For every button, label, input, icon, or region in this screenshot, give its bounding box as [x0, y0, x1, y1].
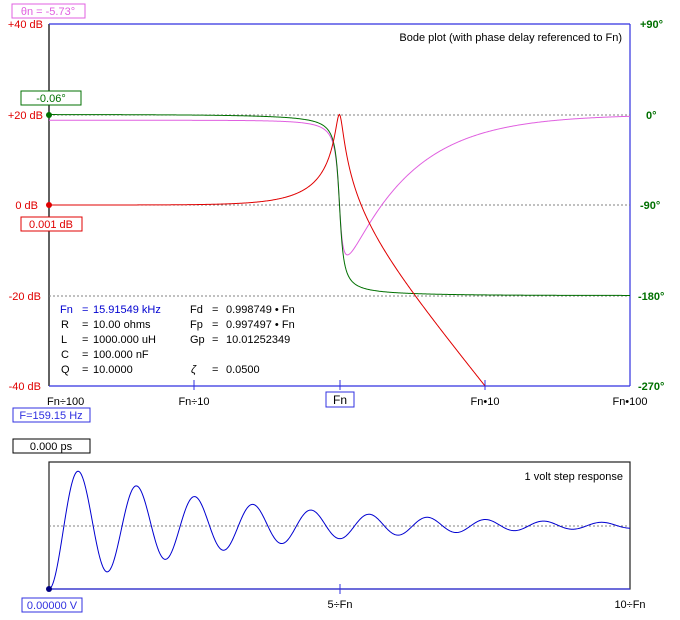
step-response-series-line	[48, 470, 631, 590]
phase-delay-readout-box	[11, 3, 86, 19]
phase-delay-readout: θn = -5.73°	[21, 6, 75, 18]
bode-left-tick-minus40: -40 dB	[9, 381, 41, 393]
bode-title: Bode plot (with phase delay referenced t…	[399, 32, 622, 44]
param-r-key: R	[61, 319, 69, 331]
bode-x-tick-fn-times-10: Fn•10	[471, 396, 500, 408]
step-value-readout: 0.00000 V	[27, 600, 78, 612]
bode-left-tick-plus20: +20 dB	[8, 110, 43, 122]
param-fn-key: Fn	[60, 304, 73, 316]
param-zeta-key: ζ	[191, 364, 197, 376]
bode-phase-series-line	[49, 114, 630, 296]
param-q-key: Q	[61, 364, 70, 376]
bode-left-tick-0: 0 dB	[15, 200, 38, 212]
param-fd-eq: =	[212, 304, 218, 316]
param-fn-value: 15.91549 kHz	[93, 304, 161, 316]
step-title: 1 volt step response	[525, 471, 623, 483]
step-x-tick-10-over-fn: 10÷Fn	[614, 599, 645, 611]
bode-right-tick-plus90: +90°	[640, 19, 663, 31]
bode-magnitude-cursor-dot[interactable]	[46, 202, 52, 208]
param-l-eq: =	[82, 334, 88, 346]
bode-left-tick-plus40: +40 dB	[8, 19, 43, 31]
param-fd-value: 0.998749 • Fn	[226, 304, 295, 316]
bode-right-tick-minus180: -180°	[638, 291, 664, 303]
param-r-value: 10.00 ohms	[93, 319, 151, 331]
step-time-readout: 0.000 ps	[30, 441, 73, 453]
step-x-tick-5-over-fn: 5÷Fn	[328, 599, 353, 611]
step-cursor-dot[interactable]	[46, 586, 52, 592]
param-c-eq: =	[82, 349, 88, 361]
param-c-value: 100.000 nF	[93, 349, 149, 361]
bode-right-tick-0: 0°	[646, 110, 657, 122]
param-c-key: C	[61, 349, 69, 361]
step-value-readout-box	[21, 597, 83, 613]
bode-x-tick-fn-times-100: Fn•100	[612, 396, 647, 408]
frequency-readout-box	[12, 407, 91, 423]
param-gp-key: Gp	[190, 334, 205, 346]
param-q-value: 10.0000	[93, 364, 133, 376]
bode-x-tick-fn-div-100: Fn÷100	[47, 396, 84, 408]
param-l-key: L	[61, 334, 67, 346]
param-fp-value: 0.997497 • Fn	[226, 319, 295, 331]
bode-x-tick-fn-box[interactable]	[325, 391, 355, 408]
param-gp-value: 10.01252349	[226, 334, 290, 346]
bode-x-tick-fn: Fn	[333, 393, 347, 407]
bode-right-tick-minus90: -90°	[640, 200, 660, 212]
bode-right-tick-minus270: -270°	[638, 381, 664, 393]
param-fd-key: Fd	[190, 304, 203, 316]
magnitude-readout-box	[20, 216, 83, 232]
frequency-readout: F=159.15 Hz	[19, 410, 82, 422]
bode-magnitude-series-line	[49, 113, 486, 386]
phase-readout: -0.06°	[36, 93, 65, 105]
phase-readout-box	[20, 90, 82, 106]
param-gp-eq: =	[212, 334, 218, 346]
param-fp-eq: =	[212, 319, 218, 331]
param-fn-eq: =	[82, 304, 88, 316]
bode-x-tick-fn-div-10: Fn÷10	[178, 396, 209, 408]
step-time-readout-box	[12, 438, 91, 454]
param-q-eq: =	[82, 364, 88, 376]
bode-left-tick-minus20: -20 dB	[9, 291, 41, 303]
bode-phase-cursor-dot[interactable]	[46, 112, 52, 118]
param-zeta-value: 0.0500	[226, 364, 260, 376]
param-zeta-eq: =	[212, 364, 218, 376]
param-l-value: 1000.000 uH	[93, 334, 156, 346]
param-fp-key: Fp	[190, 319, 203, 331]
param-r-eq: =	[82, 319, 88, 331]
magnitude-readout: 0.001 dB	[29, 219, 73, 231]
